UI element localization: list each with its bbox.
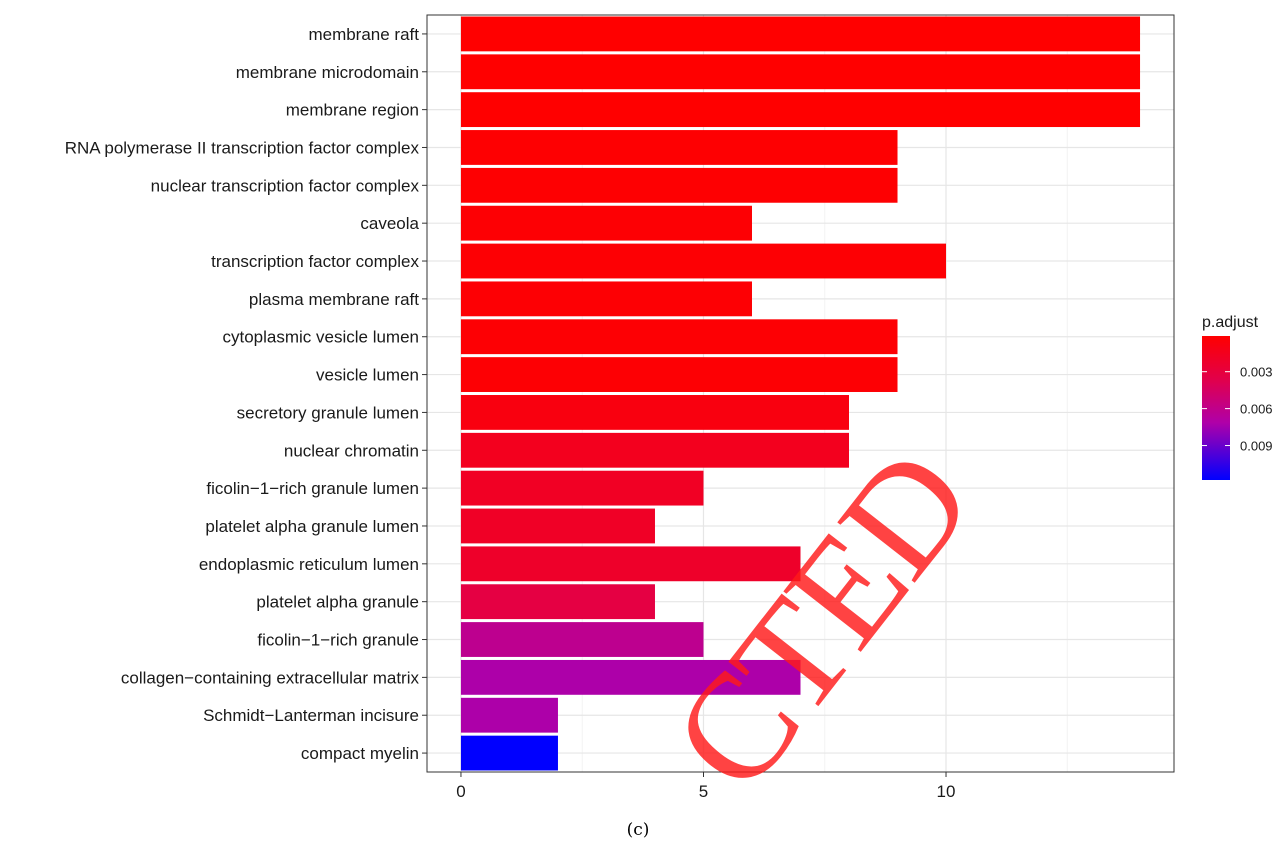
color-legend: p.adjust 0.003 0.006 0.009 [1202, 314, 1273, 480]
y-tick-label: membrane region [286, 101, 419, 120]
y-tick-label: vesicle lumen [316, 366, 419, 385]
y-tick-label: plasma membrane raft [249, 290, 419, 309]
bar [460, 205, 752, 241]
x-tick-label: 0 [456, 782, 465, 801]
y-tick-label: caveola [360, 214, 419, 233]
bar [460, 546, 801, 582]
y-tick-label: transcription factor complex [211, 252, 419, 271]
y-tick-label: RNA polymerase II transcription factor c… [65, 138, 420, 157]
y-tick-label: collagen−containing extracellular matrix [121, 668, 420, 687]
bar [460, 508, 655, 544]
y-tick-label: compact myelin [301, 744, 419, 763]
y-tick-label: nuclear transcription factor complex [151, 176, 420, 195]
legend-tick-label: 0.006 [1240, 402, 1273, 417]
bar [460, 622, 704, 657]
bar [460, 432, 850, 468]
y-tick-label: membrane microdomain [236, 63, 419, 82]
bar [460, 659, 801, 695]
y-tick-label: ficolin−1−rich granule [257, 631, 419, 650]
y-axis: membrane raft membrane microdomain membran… [65, 25, 427, 763]
bar [460, 319, 898, 355]
bar [460, 16, 1141, 52]
bar [460, 395, 850, 430]
plot-panel-border [426, 14, 1175, 773]
y-tick-label: platelet alpha granule [256, 593, 419, 612]
bar [460, 697, 558, 733]
bar [460, 584, 655, 620]
bar [460, 243, 947, 279]
bar [460, 470, 704, 506]
legend-tick-label: 0.009 [1240, 439, 1273, 454]
y-tick-label: endoplasmic reticulum lumen [199, 555, 419, 574]
y-tick-label: Schmidt−Lanterman incisure [203, 706, 419, 725]
y-tick-label: cytoplasmic vesicle lumen [222, 328, 419, 347]
legend-colorbar [1202, 336, 1230, 480]
y-tick-label: platelet alpha granule lumen [205, 517, 419, 536]
legend-title: p.adjust [1202, 314, 1259, 331]
bar [460, 130, 898, 165]
x-axis: 0 5 10 [456, 772, 955, 801]
bars-group [460, 16, 1141, 771]
x-tick-label: 10 [937, 782, 956, 801]
figure-caption: (c) [627, 820, 650, 840]
y-tick-label: membrane raft [308, 25, 419, 44]
y-tick-label: nuclear chromatin [284, 441, 419, 460]
bar [460, 54, 1141, 90]
bar [460, 735, 558, 771]
x-tick-label: 5 [699, 782, 708, 801]
bar [460, 92, 1141, 128]
bar [460, 167, 898, 203]
y-tick-label: secretory granule lumen [237, 403, 419, 422]
bar [460, 357, 898, 392]
legend-tick-label: 0.003 [1240, 365, 1273, 380]
y-tick-label: ficolin−1−rich granule lumen [206, 479, 419, 498]
bar [460, 281, 752, 317]
